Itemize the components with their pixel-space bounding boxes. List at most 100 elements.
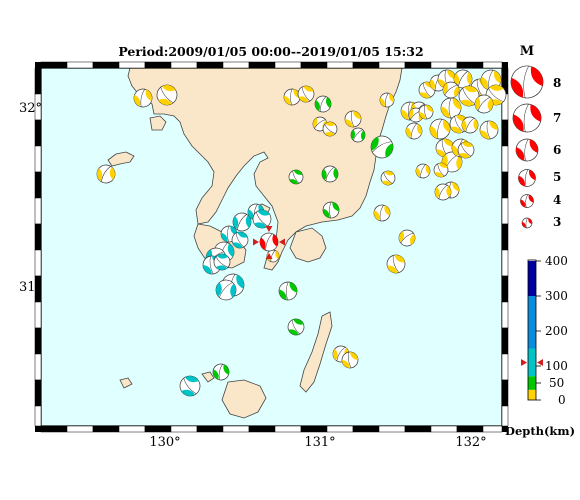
- focal-mechanism-beachball: [405, 122, 423, 140]
- border-segment-left: [34, 301, 42, 329]
- focal-mechanism-beachball: [278, 281, 298, 301]
- border-segment-left: [34, 197, 42, 225]
- border-segment-top: [40, 61, 68, 69]
- depth-marker-left: [521, 359, 527, 366]
- yakushima-island: [221, 379, 267, 419]
- focal-mechanism-beachball: [386, 254, 406, 274]
- border-segment-top: [222, 61, 250, 69]
- border-segment-bottom: [248, 425, 276, 433]
- magnitude-legend-ball-4: [520, 194, 534, 208]
- magnitude-legend-ball-3: [521, 217, 533, 229]
- focal-mechanism-beachball: [341, 351, 359, 369]
- period-title: Period:2009/01/05 00:00--2019/01/05 15:3…: [118, 44, 423, 59]
- magnitude-legend-symbols: [510, 65, 544, 229]
- magnitude-label-8: 8: [553, 76, 561, 90]
- focal-mechanism-beachball: [379, 92, 395, 108]
- focal-mechanism-beachball: [213, 253, 231, 271]
- border-segment-left: [34, 353, 42, 381]
- latest-event-pointer: [265, 253, 273, 259]
- focal-mechanism-beachball: [442, 81, 460, 99]
- focal-mechanism-beachball: [474, 94, 494, 114]
- lon-label-131: 131°: [304, 435, 335, 450]
- depth-band-30-70: [528, 376, 536, 390]
- focal-mechanism-beachball: [418, 104, 434, 120]
- map-panel: 32° 31° 130° 131° 132°: [19, 61, 509, 450]
- magnitude-label-6: 6: [553, 143, 561, 157]
- border-segment-left: [34, 119, 42, 147]
- border-segment-bottom: [404, 425, 432, 433]
- border-segment-left: [34, 223, 42, 251]
- small-island-west: [119, 377, 133, 389]
- depth-colorbar-frame: [527, 259, 537, 401]
- border-segment-left: [34, 145, 42, 173]
- border-segment-left: [34, 67, 42, 95]
- focal-mechanism-beachball: [96, 164, 116, 184]
- border-segment-top: [482, 61, 503, 69]
- lat-label-32: 32°: [19, 101, 42, 116]
- border-segment-top: [326, 61, 354, 69]
- kyushu-mainland: [127, 67, 403, 271]
- border-segment-bottom: [66, 425, 94, 433]
- depth-band-150-300: [528, 296, 536, 349]
- focal-mechanism-beachball: [314, 95, 332, 113]
- latest-event-beachball: [259, 232, 279, 252]
- depth-tick-400: 400: [545, 254, 568, 268]
- border-segment-top: [144, 61, 172, 69]
- border-segment-top: [196, 61, 224, 69]
- border-segment-right: [501, 301, 509, 329]
- border-segment-right: [501, 223, 509, 251]
- border-segment-top: [66, 61, 94, 69]
- border-corner: [502, 62, 508, 68]
- border-segment-right: [501, 249, 509, 277]
- border-segment-top: [170, 61, 198, 69]
- border-segment-right: [501, 353, 509, 381]
- focal-mechanism-beachball: [179, 375, 201, 397]
- latest-event-depth-marker: [521, 359, 543, 366]
- focal-mechanism-beachball: [231, 231, 249, 249]
- depth-band-0-30: [528, 389, 536, 400]
- focal-mechanism-beachball: [458, 85, 480, 107]
- focal-mechanism-beachball: [297, 85, 315, 103]
- magnitude-label-4: 4: [553, 193, 561, 207]
- lat-label-31: 31°: [19, 280, 42, 295]
- border-segment-bottom: [92, 425, 120, 433]
- focal-mechanism-beachball: [461, 116, 479, 134]
- depth-band-300-400: [528, 261, 536, 296]
- latest-event-pointer: [265, 226, 273, 232]
- magnitude-legend: M 8 7 6 5 4 3: [510, 44, 561, 229]
- depth-legend-title: Depth(km): [505, 424, 575, 438]
- focal-mechanism-beachball: [440, 97, 462, 119]
- latest-event-pointer: [279, 238, 285, 246]
- border-segment-right: [501, 379, 509, 407]
- border-segment-top: [300, 61, 328, 69]
- focal-mechanism-beachball: [156, 84, 178, 106]
- focal-mechanism-beachball: [232, 212, 252, 232]
- border-segment-top: [456, 61, 484, 69]
- depth-marker-right: [537, 359, 543, 366]
- border-segment-left: [34, 171, 42, 199]
- focal-mechanism-beachball: [321, 165, 339, 183]
- magnitude-legend-ball-5: [518, 169, 536, 187]
- border-segment-bottom: [456, 425, 484, 433]
- border-segment-right: [501, 197, 509, 225]
- osumi-peninsula: [289, 227, 327, 263]
- border-corner: [502, 426, 508, 432]
- depth-tick-300: 300: [545, 289, 568, 303]
- border-segment-left: [34, 249, 42, 277]
- depth-legend: 400 300 200 100 50 0 Depth(km): [505, 254, 575, 438]
- border-segment-right: [501, 171, 509, 199]
- focal-mechanism-beachball: [457, 141, 475, 159]
- border-segment-bottom: [352, 425, 380, 433]
- focal-mechanism-beachball: [370, 135, 394, 159]
- border-corner: [35, 62, 41, 68]
- latest-event-marker: [253, 226, 285, 259]
- border-segment-bottom: [378, 425, 406, 433]
- focal-mechanism-markers: [96, 69, 507, 397]
- focal-mechanism-beachball: [252, 209, 272, 229]
- depth-band-70-150: [528, 348, 536, 377]
- border-segment-bottom: [222, 425, 250, 433]
- map-checkered-border: [34, 61, 509, 433]
- border-segment-bottom: [40, 425, 68, 433]
- border-corner: [35, 426, 41, 432]
- border-segment-left: [34, 327, 42, 355]
